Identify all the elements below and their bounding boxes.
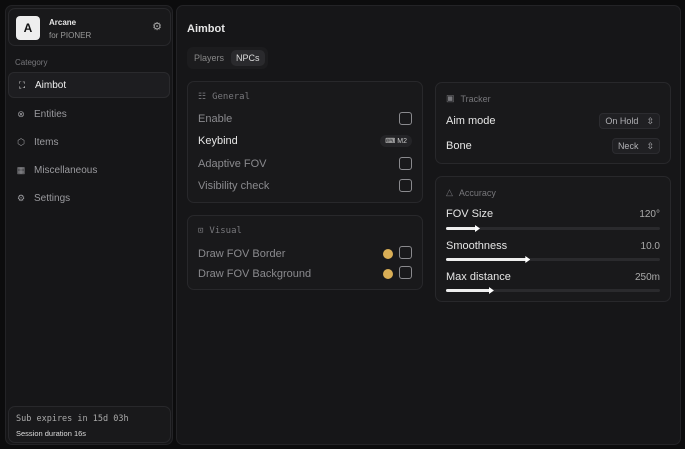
smoothness-value: 10.0 — [640, 240, 660, 252]
keyboard-icon: ⌨ — [385, 138, 398, 145]
sidebar-item-label: Settings — [34, 192, 71, 204]
sidebar: A Arcane for PIONER ⚙ Category ⛶ Aimbot ⊗… — [5, 5, 173, 445]
accuracy-card: △ Accuracy FOV Size 120° Smoothness 10.0 Ma… — [435, 176, 671, 302]
bone-row: Bone Neck ⇳ — [446, 138, 660, 154]
page-title: Aimbot — [187, 23, 225, 35]
sidebar-item-items[interactable]: ⬡ Items — [8, 129, 170, 155]
subscription-footer: Sub expires in 15d 03h Session duration … — [8, 406, 171, 443]
entities-icon: ⊗ — [17, 109, 25, 119]
fov-background-checkbox[interactable] — [399, 266, 412, 279]
visibility-check-label: Visibility check — [198, 179, 270, 192]
keybind-row: Keybind ⌨ M2 — [198, 135, 412, 147]
app-subtitle: for PIONER — [49, 31, 92, 40]
settings-gear-icon[interactable]: ⚙ — [152, 21, 162, 33]
tab-npcs[interactable]: NPCs — [231, 50, 265, 66]
enable-label: Enable — [198, 112, 233, 125]
tracker-card: ▣ Tracker Aim mode On Hold ⇳ Bone Neck ⇳ — [435, 82, 671, 164]
adaptive-fov-row: Adaptive FOV — [198, 157, 412, 170]
fov-border-row: Draw FOV Border — [198, 246, 412, 262]
fov-border-label: Draw FOV Border — [198, 248, 286, 260]
general-title: ☷ General — [198, 92, 251, 102]
smoothness-row: Smoothness 10.0 — [446, 240, 660, 252]
select-icon: ⇳ — [646, 115, 654, 126]
misc-icon: ▦ — [16, 165, 26, 175]
fov-size-label: FOV Size — [446, 208, 494, 220]
sidebar-item-miscellaneous[interactable]: ▦ Miscellaneous — [8, 157, 170, 183]
app-name: Arcane — [49, 18, 77, 27]
adaptive-fov-label: Adaptive FOV — [198, 157, 267, 170]
tab-bar: Players NPCs — [187, 47, 268, 69]
list-icon: ☷ — [198, 92, 207, 102]
max-distance-label: Max distance — [446, 271, 511, 283]
sidebar-item-entities[interactable]: ⊗ Entities — [8, 101, 170, 127]
enable-row: Enable — [198, 112, 412, 125]
tab-players[interactable]: Players — [194, 53, 225, 63]
fov-background-color-swatch[interactable] — [383, 269, 393, 279]
fov-size-value: 120° — [639, 208, 660, 220]
crosshair-icon: ⛶ — [18, 80, 26, 90]
max-distance-slider[interactable] — [446, 289, 660, 292]
eye-icon: ⊡ — [198, 226, 204, 236]
max-distance-value: 250m — [634, 271, 660, 283]
session-duration: Session duration 16s — [16, 429, 87, 438]
slider-fill — [446, 227, 478, 230]
fov-border-color-swatch[interactable] — [383, 249, 393, 259]
keybind-button[interactable]: ⌨ M2 — [380, 135, 412, 147]
slider-fill — [446, 289, 491, 292]
smoothness-label: Smoothness — [446, 240, 508, 252]
app-header: A Arcane for PIONER ⚙ — [8, 8, 171, 46]
tracker-icon: ▣ — [446, 93, 455, 103]
fov-background-label: Draw FOV Background — [198, 268, 312, 280]
enable-checkbox[interactable] — [399, 112, 412, 125]
fov-border-checkbox[interactable] — [399, 246, 412, 259]
gear-icon: ⚙ — [16, 193, 26, 203]
visibility-check-checkbox[interactable] — [399, 179, 412, 192]
sub-expiry: Sub expires in 15d 03h — [16, 414, 129, 424]
bone-label: Bone — [446, 140, 472, 152]
sidebar-item-aimbot[interactable]: ⛶ Aimbot — [8, 72, 170, 98]
fov-background-row: Draw FOV Background — [198, 266, 412, 282]
tracker-title: ▣ Tracker — [446, 93, 491, 104]
sidebar-item-label: Miscellaneous — [34, 164, 98, 176]
sidebar-item-label: Entities — [34, 108, 67, 120]
visual-card: ⊡ Visual Draw FOV Border Draw FOV Backgro… — [187, 215, 423, 290]
slider-fill — [446, 258, 528, 261]
sidebar-item-label: Aimbot — [35, 79, 67, 91]
aim-mode-label: Aim mode — [446, 115, 496, 127]
cube-icon: ⬡ — [17, 137, 25, 147]
main-panel: Aimbot Players NPCs ☷ General Enable Keyb… — [176, 5, 681, 445]
accuracy-title: △ Accuracy — [446, 187, 496, 198]
fov-size-slider[interactable] — [446, 227, 660, 230]
select-icon: ⇳ — [646, 140, 654, 151]
app-logo: A — [16, 16, 40, 40]
max-distance-row: Max distance 250m — [446, 271, 660, 283]
fov-size-row: FOV Size 120° — [446, 208, 660, 220]
category-label: Category — [15, 58, 48, 67]
sidebar-item-settings[interactable]: ⚙ Settings — [8, 185, 170, 211]
sidebar-item-label: Items — [34, 136, 59, 148]
keybind-label: Keybind — [198, 135, 238, 147]
visibility-check-row: Visibility check — [198, 179, 412, 192]
adaptive-fov-checkbox[interactable] — [399, 157, 412, 170]
aim-mode-row: Aim mode On Hold ⇳ — [446, 113, 660, 129]
smoothness-slider[interactable] — [446, 258, 660, 261]
triangle-icon: △ — [446, 187, 453, 197]
general-card: ☷ General Enable Keybind ⌨ M2 Adaptive FOV… — [187, 81, 423, 203]
aim-mode-select[interactable]: On Hold ⇳ — [599, 113, 660, 129]
bone-select[interactable]: Neck ⇳ — [611, 138, 660, 154]
visual-title: ⊡ Visual — [198, 226, 242, 236]
